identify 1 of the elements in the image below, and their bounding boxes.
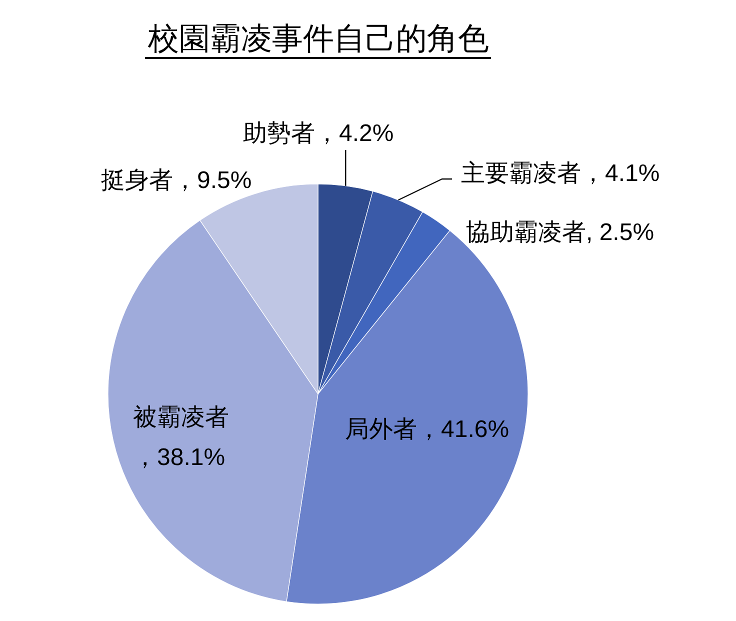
- title: 校園霸凌事件自己的角色: [148, 21, 489, 56]
